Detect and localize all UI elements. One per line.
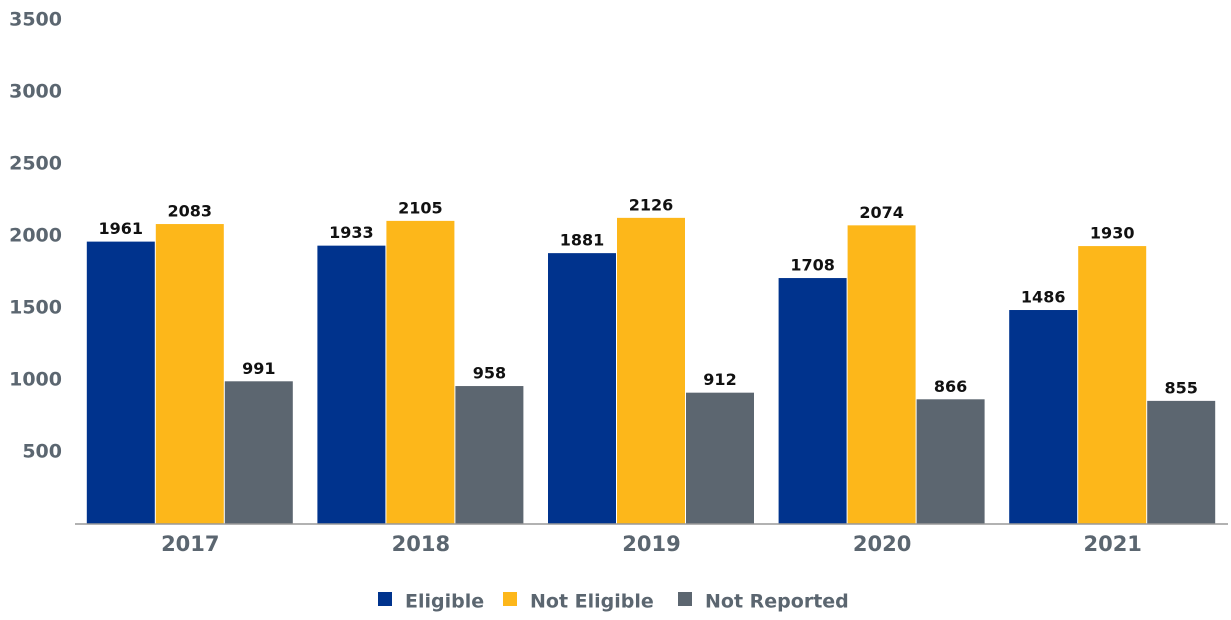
bar (1009, 310, 1078, 524)
bar (455, 386, 524, 524)
value-label: 1930 (1090, 224, 1135, 243)
legend-swatch (503, 592, 517, 606)
value-label: 912 (703, 370, 736, 389)
bar (847, 225, 916, 524)
y-tick-label: 1500 (9, 297, 62, 319)
value-label: 866 (934, 377, 967, 396)
bar (317, 245, 386, 524)
bar (386, 220, 455, 524)
x-tick-label: 2019 (622, 532, 680, 556)
value-label: 958 (473, 364, 506, 383)
bar (1147, 400, 1216, 524)
value-label: 1486 (1021, 288, 1066, 307)
legend-swatch (378, 592, 392, 606)
x-tick-label: 2018 (392, 532, 450, 556)
value-label: 1933 (329, 223, 374, 242)
value-label: 2074 (859, 203, 904, 222)
legend: Eligible Not Eligible Not Reported (378, 591, 849, 613)
y-tick-label: 2000 (9, 225, 62, 247)
bar (548, 253, 616, 525)
legend-label: Not Reported (705, 591, 849, 613)
bar (1078, 246, 1147, 524)
bar (778, 278, 847, 524)
value-label: 2126 (629, 195, 674, 214)
legend-label: Eligible (405, 591, 484, 613)
bar (617, 217, 685, 524)
bar (224, 381, 293, 524)
value-label: 1708 (790, 256, 835, 275)
y-tick-label: 3000 (9, 81, 62, 103)
bar (686, 392, 754, 524)
value-label: 1961 (99, 219, 144, 238)
legend-label: Not Eligible (530, 591, 654, 613)
value-label: 2105 (398, 198, 443, 217)
value-label: 991 (242, 359, 275, 378)
legend-swatch (678, 592, 692, 606)
bar (86, 241, 155, 524)
x-tick-label: 2020 (853, 532, 911, 556)
y-tick-label: 2500 (9, 153, 62, 175)
value-label: 1881 (560, 231, 605, 250)
x-tick-label: 2017 (161, 532, 219, 556)
y-tick-label: 1000 (9, 369, 62, 391)
bar (916, 399, 985, 524)
x-tick-label: 2021 (1083, 532, 1141, 556)
y-tick-label: 500 (22, 441, 62, 463)
value-label: 855 (1164, 378, 1197, 397)
value-label: 2083 (168, 202, 213, 221)
y-tick-label: 3500 (9, 9, 62, 31)
bar (155, 224, 224, 524)
